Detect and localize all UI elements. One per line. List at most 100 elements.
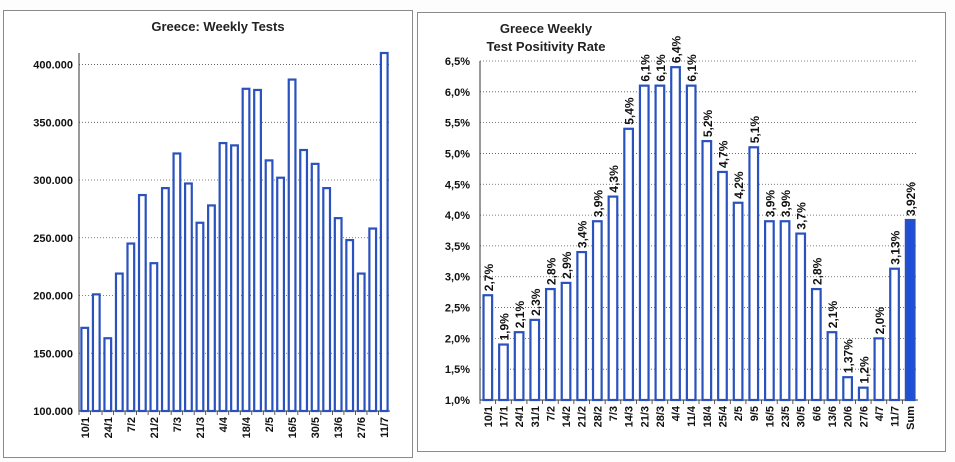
bar (207, 204, 216, 413)
x-tick-label: 31/1 (530, 406, 542, 427)
data-label: 1,9% (497, 313, 511, 341)
x-tick-label: 10/1 (80, 417, 92, 438)
bar (126, 242, 136, 413)
bar (253, 88, 262, 413)
x-tick-label: 7/2 (545, 406, 557, 421)
bar (810, 287, 822, 402)
data-label: 6,1% (638, 54, 652, 82)
bar (230, 144, 239, 413)
x-tick-label: 14/3 (624, 406, 636, 427)
x-tick-label: 27/6 (858, 406, 870, 427)
bar (276, 176, 286, 413)
x-tick-label: 17/1 (498, 406, 510, 427)
x-tick-label: 2/5 (264, 417, 276, 432)
y-tick-label: 100.000 (33, 406, 73, 418)
y-tick-label: 2,5% (445, 303, 470, 315)
data-label: 4,2% (732, 171, 746, 199)
sum-data-label: 3,92% (904, 182, 918, 216)
x-tick-label: 14/2 (561, 406, 573, 427)
x-tick-label: 4/4 (218, 416, 230, 432)
bar (379, 51, 389, 413)
bar (218, 141, 228, 413)
x-tick-label: 21/2 (149, 417, 161, 438)
y-tick-label: 300.000 (33, 175, 73, 187)
bar (498, 343, 509, 402)
bar (607, 195, 619, 402)
y-tick-label: 5,0% (445, 148, 470, 160)
positivity-rate-chart: Greece Weekly Test Positivity Rate 1,0% 1… (445, 21, 918, 430)
bar (670, 66, 681, 402)
x-tick-label: 7/2 (126, 417, 138, 432)
bar (560, 281, 572, 402)
data-label: 6,1% (685, 54, 699, 82)
bar (732, 201, 744, 402)
positivity-rate-chart-panel[interactable]: Greece Weekly Test Positivity Rate 1,0% 1… (417, 12, 946, 452)
y-tick-label: 4,5% (445, 179, 470, 191)
x-tick-label: 20/6 (843, 406, 855, 427)
x-tick-label: 21/3 (195, 417, 207, 438)
x-tick-label: 11/7 (379, 417, 391, 438)
y-tick-label: 350.000 (33, 117, 73, 129)
y-tick-label: 2,0% (445, 333, 470, 345)
x-tick-label: 11/7 (890, 406, 902, 427)
x-tick-label: 30/5 (310, 417, 322, 438)
bar (544, 287, 556, 402)
bar (356, 272, 366, 413)
data-label: 2,8% (544, 257, 558, 285)
bar (241, 87, 251, 413)
x-tick-label: 16/5 (764, 406, 776, 427)
y-tick-label: 1,0% (445, 395, 470, 407)
x-tick-label: 7/3 (172, 417, 184, 432)
data-label: 4,3% (607, 165, 621, 193)
bar (857, 386, 869, 402)
x-tick-label: 16/5 (287, 417, 299, 438)
bar (795, 232, 807, 402)
bar (345, 238, 355, 413)
bar (638, 84, 650, 402)
y-tick-label: 5,5% (445, 118, 470, 130)
bar (717, 170, 728, 402)
x-tick-label: Sum (905, 406, 917, 430)
y-tick-label: 200.000 (33, 291, 73, 303)
sum-bar (904, 218, 916, 402)
bar (264, 159, 274, 413)
bar (172, 152, 182, 413)
x-tick-label: 25/4 (717, 405, 729, 427)
y-tick-label: 6,0% (445, 87, 470, 99)
data-label: 2,7% (482, 264, 496, 292)
y-tick-label: 150.000 (33, 348, 73, 360)
x-tick-label: 4/4 (671, 405, 683, 421)
x-tick-label: 9/5 (749, 406, 761, 421)
data-label: 1,2% (857, 356, 871, 384)
data-label: 1,37% (842, 339, 856, 373)
bar (591, 220, 603, 402)
x-tick-label: 21/2 (577, 406, 589, 427)
bar (299, 148, 309, 413)
data-label: 2,8% (810, 257, 824, 285)
bar (654, 84, 666, 402)
bar (183, 182, 193, 413)
bar (873, 337, 885, 402)
weekly-tests-chart-panel[interactable]: Greece: Weekly Tests 100.000 150.000 200.0… (3, 10, 413, 458)
y-tick-label: 6,5% (445, 56, 470, 68)
data-label: 5,2% (701, 109, 715, 137)
y-tick-label: 3,0% (445, 272, 470, 284)
bar (114, 272, 124, 413)
bar (842, 376, 854, 402)
bar (889, 267, 900, 402)
bar (779, 220, 791, 402)
bar (103, 337, 113, 413)
x-tick-label: 18/4 (241, 416, 253, 438)
bar (826, 331, 838, 402)
bar (80, 326, 90, 413)
weekly-tests-chart: Greece: Weekly Tests 100.000 150.000 200.0… (33, 19, 391, 438)
y-tick-label: 400.000 (33, 60, 73, 72)
y-tick-label: 3,5% (445, 241, 470, 253)
data-label: 5,4% (623, 97, 637, 125)
bar (137, 193, 147, 413)
bar (576, 250, 588, 402)
x-tick-label: 30/5 (796, 406, 808, 427)
x-tick-label: 28/3 (655, 406, 667, 427)
bar (748, 146, 760, 402)
data-label: 2,3% (529, 288, 543, 316)
